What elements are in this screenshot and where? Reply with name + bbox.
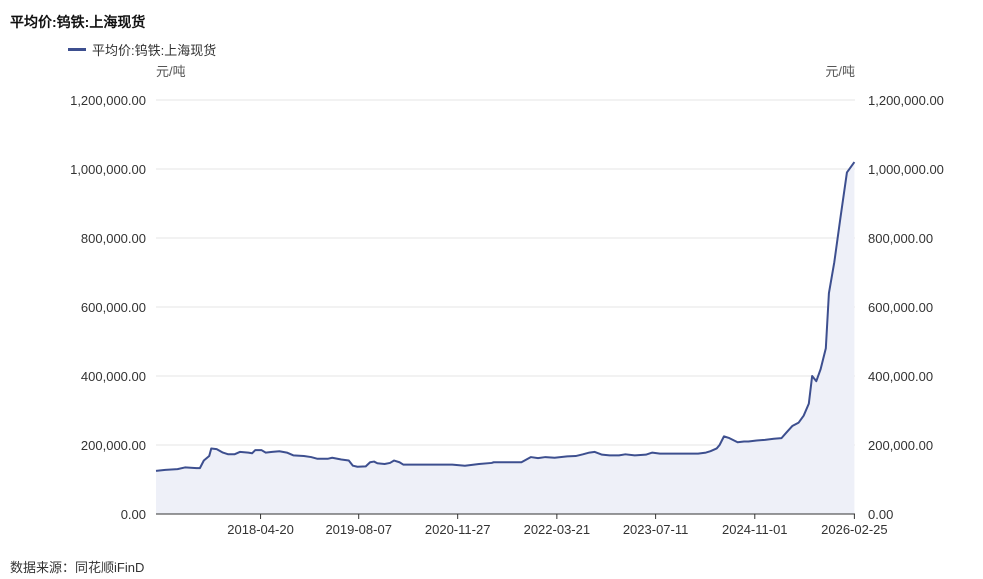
data-source: 数据来源：同花顺iFinD bbox=[10, 560, 145, 575]
x-tick-label: 2020-11-27 bbox=[425, 522, 491, 537]
left-unit-label: 元/吨 bbox=[156, 64, 186, 79]
right-tick-label: 200,000.00 bbox=[868, 438, 933, 453]
left-tick-label: 400,000.00 bbox=[81, 369, 146, 384]
left-tick-label: 200,000.00 bbox=[81, 438, 146, 453]
x-tick-label: 2026-02-25 bbox=[821, 522, 888, 537]
x-tick-label: 2019-08-07 bbox=[325, 522, 392, 537]
right-y-axis: 0.00 200,000.00 400,000.00 600,000.00 800,00… bbox=[868, 93, 944, 522]
legend[interactable]: 平均价:钨铁:上海现货 bbox=[68, 40, 216, 59]
right-tick-label: 600,000.00 bbox=[868, 300, 933, 315]
right-tick-label: 800,000.00 bbox=[868, 231, 933, 246]
right-tick-label: 400,000.00 bbox=[868, 369, 933, 384]
right-tick-label: 1,200,000.00 bbox=[868, 93, 944, 108]
right-unit-label: 元/吨 bbox=[825, 64, 855, 79]
left-tick-label: 800,000.00 bbox=[81, 231, 146, 246]
x-tick-label: 2023-07-11 bbox=[623, 522, 689, 537]
left-y-axis: 0.00 200,000.00 400,000.00 600,000.00 800,00… bbox=[70, 93, 146, 522]
right-tick-label: 0.00 bbox=[868, 507, 893, 522]
x-tick-label: 2024-11-01 bbox=[722, 522, 788, 537]
left-tick-label: 0.00 bbox=[121, 507, 146, 522]
grid-lines bbox=[156, 99, 855, 446]
left-tick-label: 1,200,000.00 bbox=[70, 93, 146, 108]
x-tick-label: 2022-03-21 bbox=[524, 522, 591, 537]
legend-swatch bbox=[68, 48, 86, 51]
series-line bbox=[155, 161, 856, 472]
left-tick-label: 1,000,000.00 bbox=[70, 162, 146, 177]
area-layer bbox=[155, 161, 856, 514]
series-area bbox=[156, 162, 855, 514]
right-tick-label: 1,000,000.00 bbox=[868, 162, 944, 177]
x-tick-label: 2018-04-20 bbox=[227, 522, 294, 537]
left-tick-label: 600,000.00 bbox=[81, 300, 146, 315]
legend-label: 平均价:钨铁:上海现货 bbox=[92, 43, 217, 58]
chart-title: 平均价:钨铁:上海现货 bbox=[10, 14, 146, 30]
x-axis: 2018-04-20 2019-08-07 2020-11-27 2022-03-21… bbox=[156, 513, 888, 537]
